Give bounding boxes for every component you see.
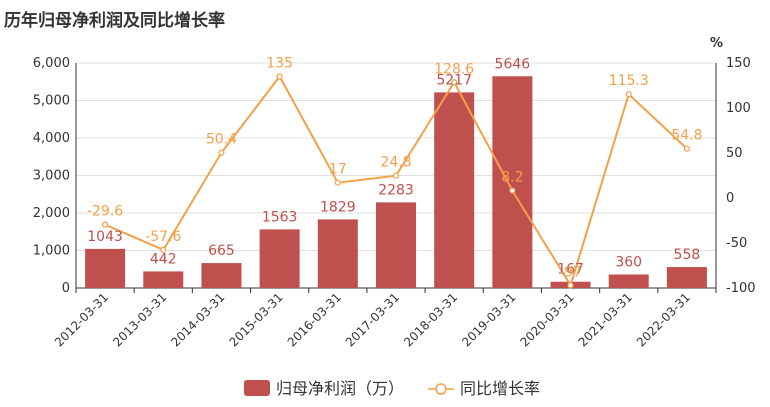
x-tick-label: 2018-03-31 [401,290,460,349]
x-tick-label: 2015-03-31 [227,290,286,349]
growth-point [392,172,400,179]
growth-data-label: 50.4 [206,132,237,148]
growth-data-label: 8.2 [501,170,523,186]
growth-point [451,79,458,86]
bar-data-label: 360 [615,255,642,271]
bar [143,271,184,288]
x-tick-label: 2021-03-31 [576,290,635,349]
growth-data-label: 17 [329,162,347,178]
bar-data-label: 1829 [320,199,356,215]
growth-point [276,73,283,80]
growth-point [567,282,574,289]
bar-data-label: 558 [674,247,701,263]
bar [666,267,707,288]
growth-data-label: -57.6 [145,229,181,245]
bar [85,248,126,288]
bar [608,274,649,288]
bar [317,219,358,288]
growth-data-label: 115.3 [609,73,649,89]
bar [259,229,300,288]
x-tick-label: 2012-03-31 [52,290,111,349]
y-left-tick-label: 4,000 [33,131,70,146]
bar-data-label: 5217 [436,72,472,88]
y-right-tick-label: -100 [726,281,756,296]
y-right-tick-label: 100 [726,101,751,116]
x-tick-label: 2019-03-31 [459,290,518,349]
bar-data-label: 167 [557,262,584,278]
bar-data-label: 1563 [262,209,298,225]
x-tick-label: 2014-03-31 [168,290,227,349]
growth-data-label: 24.8 [380,155,411,171]
growth-data-label: -97 [559,264,582,280]
x-tick-label: 2017-03-31 [343,290,402,349]
x-tick-label: 2013-03-31 [110,290,169,349]
x-tick-label: 2022-03-31 [634,290,693,349]
bar [434,92,475,288]
legend-bar-swatch [244,380,270,396]
bar [376,202,416,288]
growth-point [509,187,516,194]
legend-line-label: 同比增长率 [460,379,540,398]
growth-data-label: -29.6 [87,204,123,220]
right-axis-unit: % [710,36,723,51]
growth-point [101,221,109,228]
growth-data-label: 135 [266,56,293,72]
legend-bar-label: 归母净利润（万） [276,379,404,398]
chart-title: 历年归母净利润及同比增长率 [4,10,225,31]
growth-point [160,246,167,253]
growth-point [334,179,341,186]
bar [492,76,533,289]
y-left-tick-label: 3,000 [33,169,70,184]
legend-line-marker [435,383,447,395]
bar-data-label: 665 [208,243,235,259]
bar [201,263,242,288]
bar-data-label: 2283 [378,182,414,198]
y-left-tick-label: 0 [62,281,70,296]
y-left-tick-label: 1,000 [33,244,70,259]
y-left-tick-label: 2,000 [33,206,70,221]
y-right-tick-label: 50 [726,146,743,161]
growth-point [218,149,225,156]
y-left-tick-label: 5,000 [33,94,70,109]
y-right-tick-label: 150 [726,56,751,71]
y-right-tick-label: -50 [726,236,747,251]
bar-data-label: 442 [150,251,177,267]
x-tick-label: 2016-03-31 [285,290,344,349]
bar-data-label: 5646 [495,56,531,72]
y-left-tick-label: 6,000 [33,56,70,71]
y-right-tick-label: 0 [726,191,734,206]
growth-data-label: 54.8 [671,128,702,144]
growth-point [683,145,691,152]
growth-data-label: 128.6 [434,61,474,77]
bar-data-label: 1043 [87,229,123,245]
x-tick-label: 2020-03-31 [517,290,576,349]
growth-point [625,91,632,98]
